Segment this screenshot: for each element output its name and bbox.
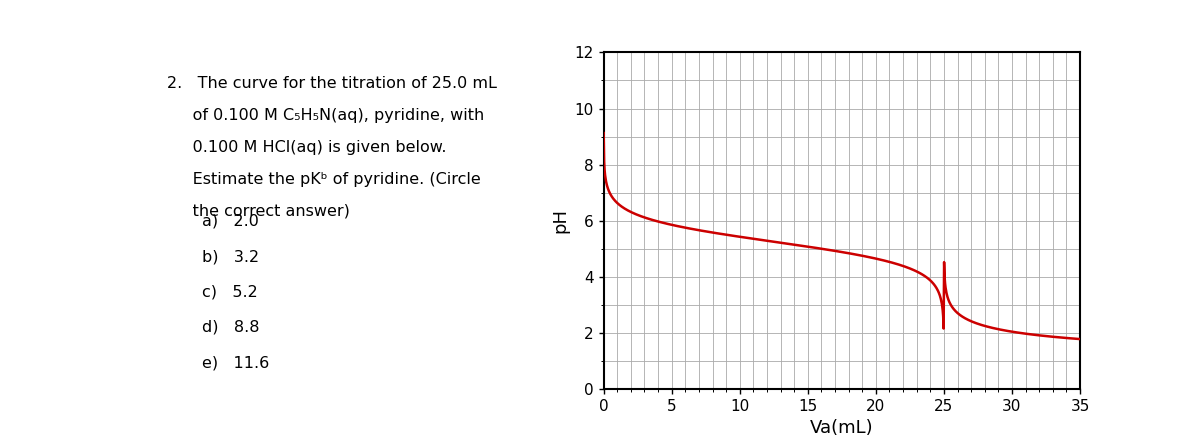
- Text: 2.   The curve for the titration of 25.0 mL: 2. The curve for the titration of 25.0 m…: [167, 76, 497, 91]
- X-axis label: Va(mL): Va(mL): [810, 419, 874, 437]
- Text: d)   8.8: d) 8.8: [202, 320, 259, 335]
- Text: b)   3.2: b) 3.2: [202, 249, 259, 264]
- Text: c)   5.2: c) 5.2: [202, 284, 258, 300]
- Text: 0.100 M HCl(aq) is given below.: 0.100 M HCl(aq) is given below.: [167, 140, 446, 155]
- Y-axis label: pH: pH: [551, 208, 569, 233]
- Text: the correct answer): the correct answer): [167, 204, 350, 219]
- Text: Estimate the pKᵇ of pyridine. (Circle: Estimate the pKᵇ of pyridine. (Circle: [167, 172, 481, 187]
- Text: of 0.100 M C₅H₅N(aq), pyridine, with: of 0.100 M C₅H₅N(aq), pyridine, with: [167, 108, 485, 123]
- Text: a)   2.0: a) 2.0: [202, 214, 258, 229]
- Text: e)   11.6: e) 11.6: [202, 355, 269, 370]
